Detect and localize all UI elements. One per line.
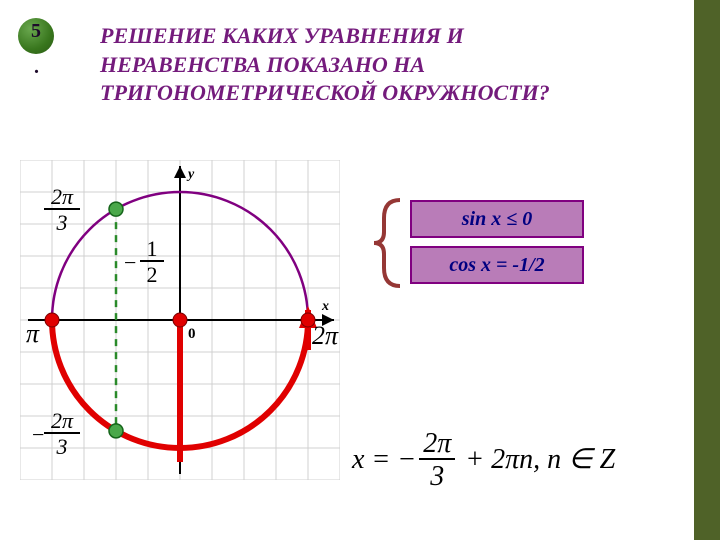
svg-text:2π: 2π xyxy=(312,321,339,350)
accent-sidebar xyxy=(694,0,720,540)
slide-title: РЕШЕНИЕ КАКИХ УРАВНЕНИЯ И НЕРАВЕНСТВА ПО… xyxy=(100,22,620,108)
svg-text:0: 0 xyxy=(188,326,196,342)
trig-circle-diagram: yx0π2π2π3−2π3−12 xyxy=(20,160,340,485)
solution-prefix: x = − xyxy=(352,444,416,475)
svg-text:x: x xyxy=(321,299,329,314)
svg-text:y: y xyxy=(186,167,195,182)
svg-text:−: − xyxy=(124,250,136,275)
answer-box-1: sin x ≤ 0 xyxy=(410,200,584,238)
slide-number: 5 xyxy=(31,20,41,43)
curly-bracket xyxy=(370,198,410,288)
answer-1-text: sin x ≤ 0 xyxy=(462,208,532,231)
svg-text:2π: 2π xyxy=(51,408,74,433)
svg-text:−: − xyxy=(32,422,44,447)
solution-formula: x = −2π3 + 2πn, n ∈ Z xyxy=(352,430,615,494)
svg-text:π: π xyxy=(26,319,40,348)
solution-frac-num: 2π xyxy=(419,430,455,460)
answer-2-text: cos x = -1/2 xyxy=(449,254,544,277)
svg-text:1: 1 xyxy=(147,236,158,261)
svg-text:3: 3 xyxy=(56,210,68,235)
slide-number-badge: 5 xyxy=(18,18,54,54)
svg-text:2π: 2π xyxy=(51,184,74,209)
svg-text:2: 2 xyxy=(147,262,158,287)
solution-suffix: + 2πn, n ∈ Z xyxy=(458,444,615,475)
answer-box-2: cos x = -1/2 xyxy=(410,246,584,284)
slide-number-dot: . xyxy=(34,56,39,79)
solution-frac-den: 3 xyxy=(419,460,455,494)
svg-text:3: 3 xyxy=(56,434,68,459)
